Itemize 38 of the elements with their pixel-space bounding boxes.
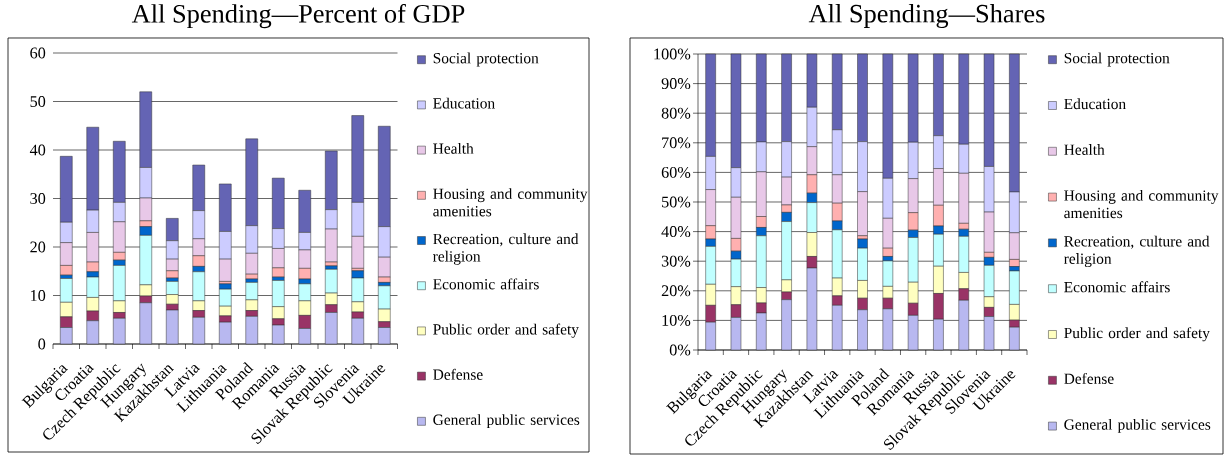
legend-label: Housing and community amenities bbox=[1064, 189, 1219, 219]
legend-label: Education bbox=[433, 97, 495, 109]
y-tick-label: 20% bbox=[661, 285, 691, 297]
y-tick-label: 100% bbox=[654, 48, 691, 60]
legend-label: Recreation, culture and religion bbox=[433, 233, 579, 265]
legend-label: Health bbox=[1064, 144, 1105, 155]
legend-label: Social protection bbox=[1064, 52, 1170, 67]
legend-label: Defense bbox=[1064, 372, 1114, 384]
y-tick-label: 30% bbox=[661, 255, 691, 267]
y-tick-label: 20 bbox=[30, 241, 46, 253]
y-tick-label: 80% bbox=[661, 107, 691, 119]
legend-label: Public order and safety bbox=[1064, 327, 1210, 342]
y-tick-label: 10% bbox=[662, 314, 691, 326]
chart-title: All Spending—Shares bbox=[808, 4, 1045, 29]
legend-label: General public services bbox=[433, 414, 580, 429]
legend-label: Education bbox=[1064, 98, 1126, 110]
y-tick-label: 10 bbox=[31, 290, 46, 301]
legend-label: Health bbox=[433, 142, 474, 154]
legend-label: Public order and safety bbox=[433, 323, 579, 338]
legend-label: Economic affairs bbox=[1064, 281, 1170, 293]
y-tick-label: 50% bbox=[662, 196, 691, 208]
y-tick-label: 70% bbox=[662, 137, 691, 149]
y-tick-label: 60% bbox=[661, 166, 691, 178]
y-tick-label: 60 bbox=[30, 47, 46, 59]
y-tick-label: 50 bbox=[30, 96, 46, 107]
y-tick-label: 0% bbox=[669, 344, 691, 356]
y-tick-label: 40% bbox=[661, 226, 691, 238]
legend-label: Housing and community amenities bbox=[433, 188, 588, 217]
legend-label: Defense bbox=[433, 368, 483, 380]
y-tick-label: 0 bbox=[38, 338, 46, 350]
legend-label: Economic affairs bbox=[433, 278, 539, 290]
legend-label: Recreation, culture and religion bbox=[1064, 235, 1210, 268]
legend-label: Social protection bbox=[433, 52, 539, 67]
chart-title: All Spending—Percent of GDP bbox=[131, 3, 465, 29]
legend-label: General public services bbox=[1064, 418, 1211, 433]
y-tick-label: 30 bbox=[30, 193, 46, 204]
y-tick-label: 90% bbox=[661, 78, 691, 90]
y-tick-label: 40 bbox=[29, 144, 46, 156]
